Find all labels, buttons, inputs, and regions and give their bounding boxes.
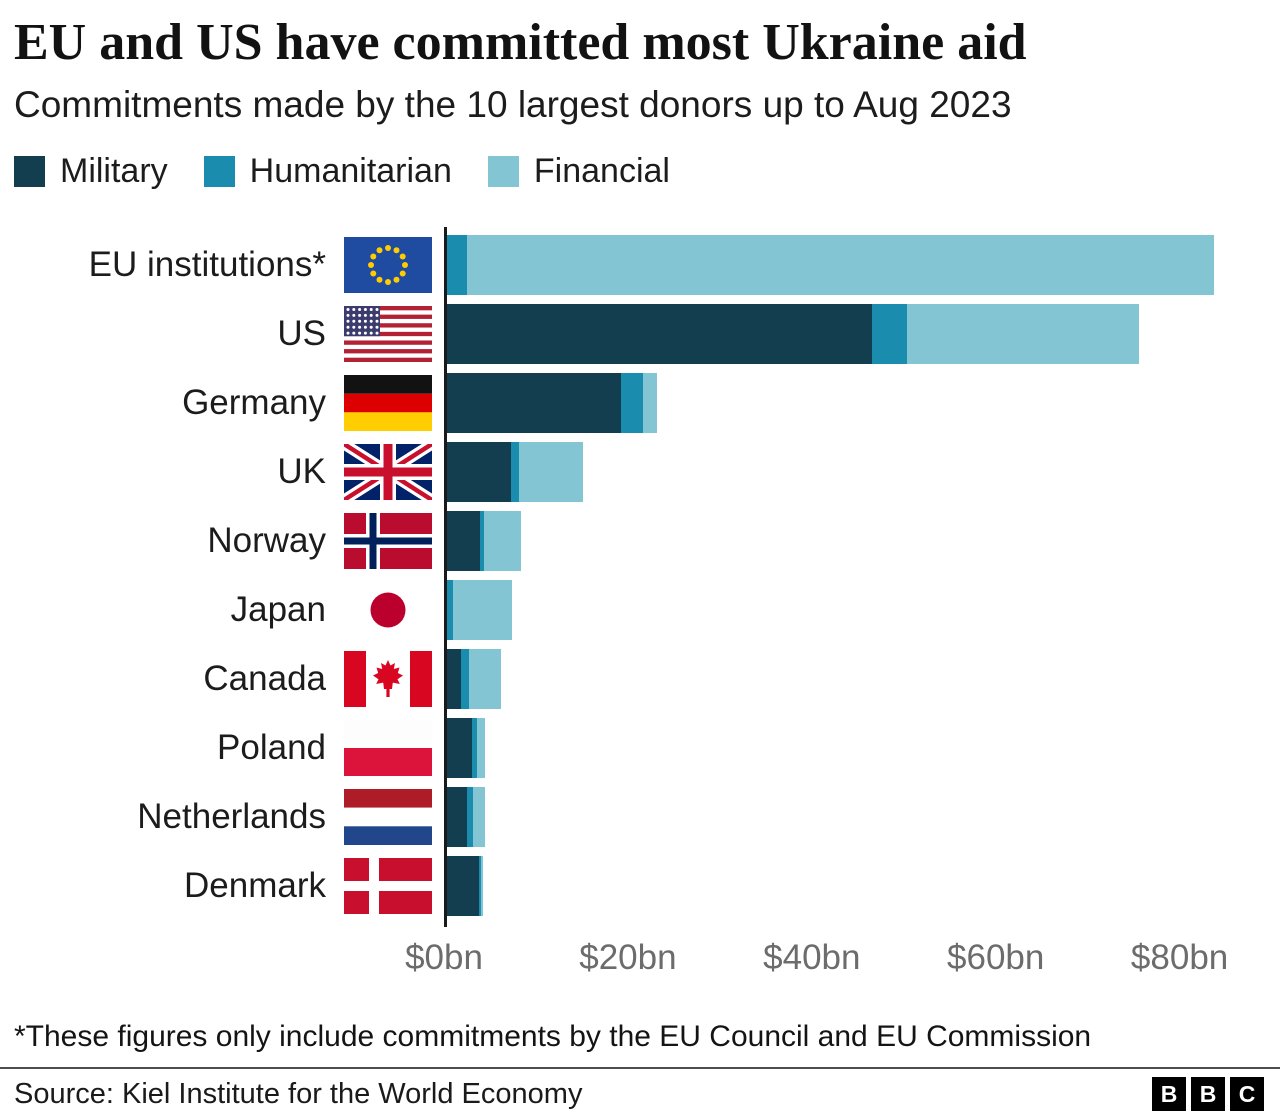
segment-financial [472, 786, 486, 847]
uk-flag-icon [344, 443, 432, 500]
chart-row-uk: UK [14, 437, 1264, 506]
y-axis-line [444, 227, 447, 928]
segment-humanitarian [471, 717, 478, 778]
dk-flag-icon [344, 857, 432, 914]
segment-humanitarian [511, 441, 520, 502]
segment-financial [467, 234, 1214, 295]
segment-humanitarian [478, 855, 481, 916]
us-flag-icon [344, 305, 432, 362]
segment-military [444, 441, 512, 502]
x-tick-60bn: $60bn [947, 938, 1045, 978]
chart-row-poland: Poland [14, 713, 1264, 782]
segment-military [444, 510, 480, 571]
nl-flag-icon [344, 788, 432, 845]
chart-row-germany: Germany [14, 368, 1264, 437]
segment-humanitarian [479, 510, 485, 571]
bar-chart: EU institutions* US Germany UK Norway Japan Ca… [14, 227, 1264, 984]
segment-military [444, 648, 461, 709]
legend-swatch-financial [487, 155, 519, 187]
chart-row-netherlands: Netherlands [14, 782, 1264, 851]
legend: Military Humanitarian Financial [14, 152, 1264, 190]
country-label: US [277, 313, 326, 353]
x-axis: $0bn $20bn $40bn $60bn $80bn [14, 938, 1264, 984]
country-label: Japan [230, 589, 326, 629]
segment-financial [484, 510, 522, 571]
segment-humanitarian [871, 303, 908, 364]
chart-row-norway: Norway [14, 506, 1264, 575]
chart-row-eu-institutions: EU institutions* [14, 230, 1264, 299]
chart-row-us: US [14, 299, 1264, 368]
de-flag-icon [344, 374, 432, 431]
country-label: Denmark [184, 865, 326, 905]
segment-financial [480, 855, 484, 916]
segment-military [444, 303, 872, 364]
jp-flag-icon [344, 581, 432, 638]
legend-label: Military [60, 151, 168, 190]
bbc-logo-letter-1: B [1152, 1077, 1186, 1111]
segment-financial [642, 372, 658, 433]
segment-military [444, 717, 472, 778]
source-bar: Source: Kiel Institute for the World Eco… [0, 1067, 1280, 1120]
eu-flag-icon [344, 236, 432, 293]
bar-eu-institutions [444, 234, 1264, 295]
segment-financial [468, 648, 502, 709]
country-label: Poland [217, 727, 326, 767]
segment-humanitarian [444, 579, 454, 640]
legend-label: Financial [533, 151, 670, 190]
bar-poland [444, 717, 1264, 778]
chart-subtitle: Commitments made by the 10 largest donor… [14, 84, 1012, 126]
legend-label: Humanitarian [249, 151, 452, 190]
segment-financial [907, 303, 1140, 364]
bbc-logo-letter-3: C [1230, 1077, 1264, 1111]
bar-uk [444, 441, 1264, 502]
country-label: Netherlands [137, 796, 326, 836]
country-label: UK [277, 451, 326, 491]
legend-item-military: Military [14, 152, 168, 191]
bar-denmark [444, 855, 1264, 916]
country-label: EU institutions* [88, 244, 326, 284]
segment-financial [453, 579, 513, 640]
bar-canada [444, 648, 1264, 709]
bar-netherlands [444, 786, 1264, 847]
no-flag-icon [344, 512, 432, 569]
segment-humanitarian [467, 786, 473, 847]
ca-flag-icon [344, 650, 432, 707]
country-label: Canada [203, 658, 326, 698]
x-tick-40bn: $40bn [763, 938, 861, 978]
segment-financial [477, 717, 486, 778]
segment-military [444, 786, 467, 847]
source-text: Source: Kiel Institute for the World Eco… [14, 1077, 583, 1110]
legend-swatch-humanitarian [203, 155, 235, 187]
pl-flag-icon [344, 719, 432, 776]
segment-financial [519, 441, 583, 502]
chart-row-canada: Canada [14, 644, 1264, 713]
legend-item-humanitarian: Humanitarian [203, 151, 452, 191]
bar-japan [444, 579, 1264, 640]
x-tick-80bn: $80bn [1130, 938, 1229, 978]
bar-norway [444, 510, 1264, 571]
legend-item-financial: Financial [487, 151, 670, 191]
segment-humanitarian [444, 234, 467, 295]
segment-humanitarian [460, 648, 469, 709]
segment-humanitarian [620, 372, 643, 433]
country-label: Germany [182, 382, 326, 422]
country-label: Norway [207, 520, 326, 560]
chart-title: EU and US have committed most Ukraine ai… [14, 14, 1027, 71]
bar-us [444, 303, 1264, 364]
legend-swatch-military [14, 155, 45, 187]
bbc-logo-letter-2: B [1191, 1077, 1225, 1111]
x-tick-20bn: $20bn [579, 938, 677, 978]
chart-rows: EU institutions* US Germany UK Norway Japan Ca… [14, 230, 1264, 920]
segment-military [444, 855, 479, 916]
x-tick-0bn: $0bn [405, 938, 483, 978]
chart-row-denmark: Denmark [14, 851, 1264, 920]
segment-military [444, 372, 621, 433]
bar-germany [444, 372, 1264, 433]
footnote: *These figures only include commitments … [14, 1020, 1092, 1053]
chart-row-japan: Japan [14, 575, 1264, 644]
